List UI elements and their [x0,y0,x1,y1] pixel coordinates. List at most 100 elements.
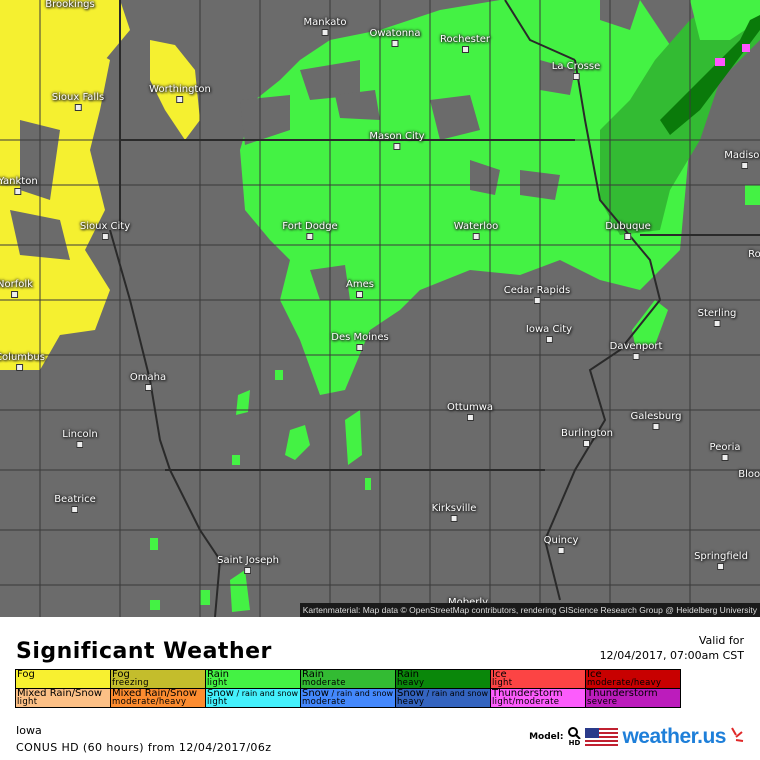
legend-type-text: Thunderstorm [587,688,658,699]
city-dot [393,143,401,150]
legend-item: Rain moderate [300,669,396,689]
city-label: Quincy [543,535,579,546]
scattered-rain [150,185,760,612]
legend-item-sub: heavy [397,697,425,707]
city-marker: Saint Joseph [217,555,279,574]
city-marker: Madison [724,150,760,169]
weather-map[interactable]: Brookings Mankato Owatonna Rochester La Cros… [0,0,760,617]
city-marker: Sioux City [80,221,130,240]
legend-item-type: Snow / rain and snow [302,688,394,699]
legend-table: Fog Fog freezing Rain light Rain moderate Rain… [15,669,681,708]
legend-type-text: Fog [112,669,130,680]
city-label: Waterloo [453,221,499,232]
city-label: Rockford [748,249,760,260]
city-label: Sioux City [79,221,131,232]
city-label: Worthington [149,84,211,95]
city-marker: Norfolk [0,279,33,298]
legend-type-text: Thunderstorm [492,688,563,699]
legend-item-type: Rain [207,669,299,680]
city-label: Sioux Falls [51,92,105,103]
city-label: Mason City [369,131,425,142]
legend-item-sub: moderate/heavy [587,678,662,688]
legend-type-extra: / rain and snow [423,689,489,698]
legend-item-type: Ice [587,670,679,680]
city-dot [717,563,725,570]
legend-panel: Significant Weather Valid for 12/04/2017… [0,617,760,760]
city-marker: Springfield [694,551,748,570]
brand-logo[interactable]: weather.us [622,725,726,748]
legend-type-text: Snow [207,688,234,699]
city-label: Cedar Rapids [503,285,571,296]
city-dot [176,96,184,103]
city-dot [466,414,474,421]
city-dot [244,567,252,574]
city-marker: Cedar Rapids [504,285,570,304]
city-marker: Sioux Falls [52,92,104,111]
map-attribution[interactable]: Kartenmaterial: Map data © OpenStreetMap… [299,603,760,617]
city-marker: Iowa City [526,324,572,343]
legend-item-sub: moderate [302,697,346,707]
city-marker: Columbus [0,352,45,371]
city-dot [557,547,565,554]
city-dot [472,233,480,240]
legend-item-type: Rain [302,669,394,680]
legend-item-type: Snow / rain and snow [207,688,299,699]
city-dot [583,440,591,447]
city-dot [572,73,580,80]
city-label: Mankato [303,17,347,28]
city-label: Fort Dodge [282,221,338,232]
legend-item-sub: severe [587,697,618,707]
city-marker: Worthington [149,84,211,103]
legend-type-text: Rain [207,669,229,680]
legend-type-text: Rain [302,669,324,680]
legend-type-text: Mixed Rain/Snow [17,688,103,699]
legend-item-sub: moderate/heavy [112,697,187,707]
city-dot [321,29,329,36]
model-run: CONUS HD (60 hours) from 12/04/2017/06z [16,741,272,754]
city-marker: Burlington [561,428,613,447]
valid-time: Valid for 12/04/2017, 07:00am CST [600,633,744,663]
legend-item-type: Mixed Rain/Snow [17,688,109,699]
legend-item-sub: light/moderate [492,697,560,707]
city-label: Kirksville [431,503,477,514]
legend-item-sub: light [492,678,513,688]
city-dot [624,233,632,240]
city-label: Moberly [448,597,488,608]
city-label: Owatonna [369,28,421,39]
legend-item-type: Fog [17,670,109,680]
model-badge: HD [568,739,581,747]
city-dot [71,506,79,513]
city-marker: Sterling [697,308,737,327]
us-flag-icon [585,728,619,746]
city-label: Sterling [697,308,737,319]
city-marker: Quincy [543,535,579,554]
legend-type-text: Rain [397,669,419,680]
city-dot [76,441,84,448]
legend-item-type: Thunderstorm [587,688,679,699]
city-marker: Yankton [0,176,38,195]
city-dot [356,344,364,351]
fog-area-worthington [150,40,200,140]
city-label: Omaha [129,372,167,383]
city-label: Madison [724,150,760,161]
city-label: Burlington [561,428,613,439]
legend-item: Mixed Rain/Snow moderate/heavy [110,688,206,708]
thunderstorm-cell [715,58,725,66]
legend-item-type: Snow / rain and snow [397,689,489,699]
city-dot [545,336,553,343]
city-dot [713,320,721,327]
city-label: La Crosse [551,61,601,72]
city-dot [306,233,314,240]
legend-item-type: Ice [492,670,584,680]
legend-item-sub: freezing [112,678,149,688]
city-marker: La Crosse [552,61,600,80]
city-marker: Lincoln [62,429,98,448]
model-label: Model: [529,732,564,742]
region-name: Iowa [16,724,42,737]
legend-type-text: Snow [302,688,329,699]
city-marker: Galesburg [631,411,682,430]
city-label: Norfolk [0,279,33,290]
city-dot [721,454,729,461]
city-label: Saint Joseph [217,555,279,566]
sun-rays-icon [731,727,744,742]
